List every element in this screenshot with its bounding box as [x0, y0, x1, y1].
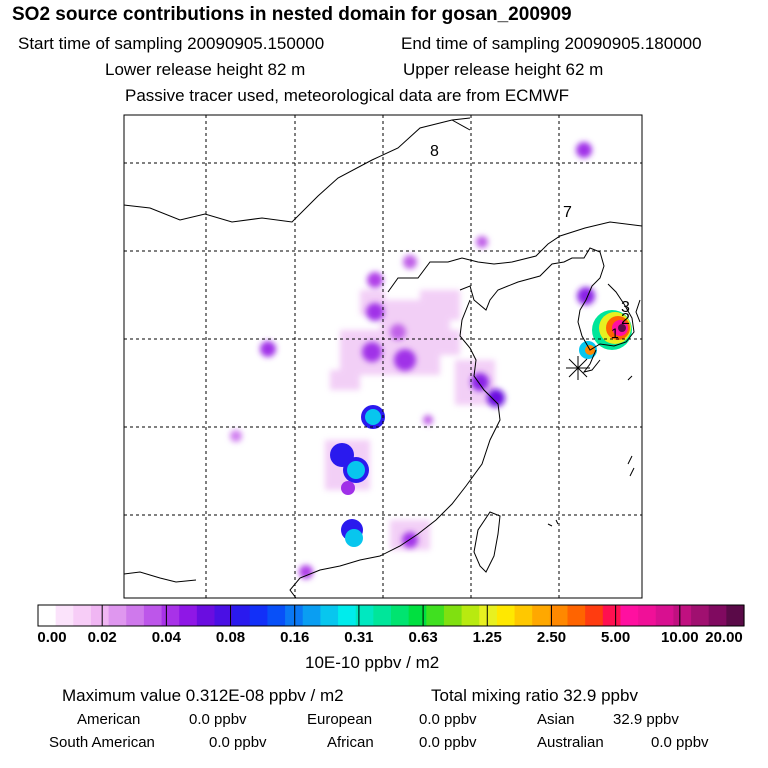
colorbar-tick-label: 5.00 — [601, 629, 631, 646]
colorbar-cell — [726, 605, 745, 626]
colorbar-cell — [549, 605, 569, 626]
end-time: End time of sampling 20090905.180000 — [401, 34, 702, 53]
colorbar-cell — [126, 605, 145, 626]
colorbar-cell — [232, 605, 251, 626]
coastlines — [124, 117, 642, 598]
region-african-label: African — [327, 734, 374, 751]
colorbar-cell — [302, 605, 321, 626]
colorbar-cell — [196, 605, 216, 626]
region-australian-label: Australian — [537, 734, 604, 751]
colorbar-cell — [443, 605, 463, 626]
colorbar-cell — [708, 605, 727, 626]
colorbar-tick-label: 0.63 — [408, 629, 438, 646]
region-american-label: American — [77, 711, 141, 728]
map-label-8: 8 — [430, 143, 439, 160]
colorbar-cell — [585, 605, 604, 626]
colorbar-tick-label: 0.00 — [37, 629, 67, 646]
colorbar-cell — [161, 605, 180, 626]
colorbar-cell — [179, 605, 198, 626]
upper-release-height: Upper release height 62 m — [403, 60, 604, 79]
colorbar-cell — [673, 605, 692, 626]
colorbar-cell — [567, 605, 586, 626]
colorbar-tick-label: 1.25 — [472, 629, 502, 646]
colorbar-cell — [338, 605, 357, 626]
region-african-value: 0.0 ppbv — [419, 734, 477, 751]
map-label-3: 3 — [621, 299, 630, 316]
region-european-value: 0.0 ppbv — [419, 711, 477, 728]
region-asian-label: Asian — [537, 711, 575, 728]
colorbar-cell — [267, 605, 286, 626]
chart-title: SO2 source contributions in nested domai… — [12, 4, 572, 25]
colorbar-cell — [90, 605, 110, 626]
colorbar-tick-label: 0.04 — [151, 629, 181, 646]
colorbar-cell — [620, 605, 639, 626]
colorbar-cell — [249, 605, 269, 626]
region-european-label: European — [307, 711, 373, 728]
colorbar-cell — [373, 605, 392, 626]
colorbar-tick-label: 0.08 — [215, 629, 246, 646]
lower-release-height: Lower release height 82 m — [105, 60, 306, 79]
map-frame — [123, 114, 643, 599]
strong-source-blobs — [330, 310, 632, 547]
colorbar-cell — [355, 605, 374, 626]
source-blobs — [230, 142, 595, 579]
region-australian-value: 0.0 ppbv — [651, 734, 709, 751]
colorbar-cell — [55, 605, 74, 626]
colorbar-cell — [408, 605, 427, 626]
colorbar-tick-label: 2.50 — [536, 629, 567, 646]
colorbar-cell — [214, 605, 233, 626]
colorbar-cell — [602, 605, 622, 626]
colorbar-cell — [514, 605, 533, 626]
region-south-american-label: South American — [49, 734, 155, 751]
map-label-2: 2 — [621, 311, 630, 328]
map-label-7: 7 — [563, 204, 572, 221]
colorbar-cell — [479, 605, 498, 626]
maximum-value: Maximum value 0.312E-08 ppbv / m2 — [62, 686, 344, 705]
colorbar-cell — [73, 605, 92, 626]
colorbar-cell — [655, 605, 674, 626]
tracer-note: Passive tracer used, meteorological data… — [125, 86, 570, 105]
colorbar-unit: 10E-10 ppbv / m2 — [305, 653, 440, 672]
gridlines — [124, 115, 642, 598]
colorbar-cell — [532, 605, 551, 626]
colorbar-cell — [426, 605, 445, 626]
colorbar-cell — [285, 605, 304, 626]
colorbar-cell — [496, 605, 516, 626]
start-time: Start time of sampling 20090905.150000 — [18, 34, 325, 53]
colorbar-cell — [691, 605, 710, 626]
colorbar-tick-label: 0.02 — [87, 629, 117, 646]
colorbar-cell — [108, 605, 127, 626]
colorbar-cell — [638, 605, 657, 626]
region-american-value: 0.0 ppbv — [189, 711, 247, 728]
total-mixing-ratio: Total mixing ratio 32.9 ppbv — [431, 686, 638, 705]
colorbar-tick-label: 10.00 — [661, 629, 699, 646]
colorbar-cell — [38, 605, 57, 626]
colorbar-tick-label: 0.16 — [280, 629, 310, 646]
colorbar-cell — [320, 605, 339, 626]
region-south-american-value: 0.0 ppbv — [209, 734, 267, 751]
colorbar-tick-label: 0.31 — [344, 629, 374, 646]
receptor-marker — [566, 356, 590, 380]
colorbar-tick-label: 20.00 — [705, 629, 743, 646]
colorbar-cell — [461, 605, 480, 626]
region-asian-value: 32.9 ppbv — [613, 711, 679, 728]
colorbar-cell — [143, 605, 163, 626]
colorbar-cell — [391, 605, 410, 626]
map-label-1: 1 — [611, 325, 619, 341]
